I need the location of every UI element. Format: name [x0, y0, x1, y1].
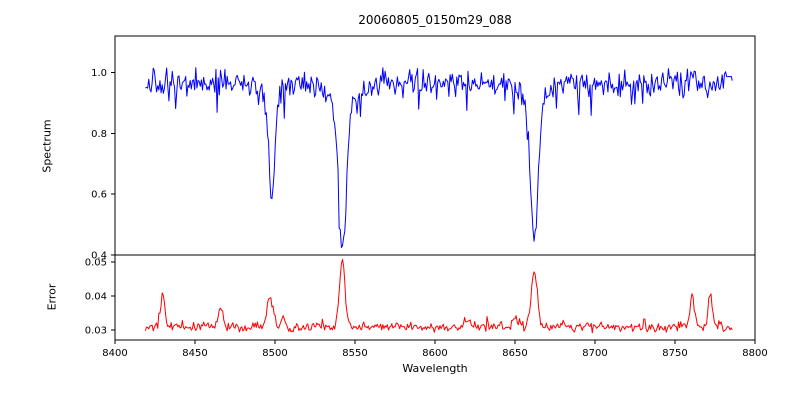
svg-text:8700: 8700 [582, 348, 607, 359]
svg-text:8600: 8600 [422, 348, 447, 359]
svg-text:1.0: 1.0 [91, 68, 107, 79]
x-tick-labels: 8400 8450 8500 8550 8600 8650 8700 8750 8800 [102, 348, 767, 359]
svg-text:8550: 8550 [342, 348, 367, 359]
svg-text:8400: 8400 [102, 348, 127, 359]
svg-text:8800: 8800 [742, 348, 767, 359]
svg-text:8450: 8450 [182, 348, 207, 359]
svg-text:0.05: 0.05 [85, 257, 107, 268]
spectrum-line [145, 67, 733, 248]
y-axis-label-spectrum: Spectrum [40, 119, 54, 173]
error-y-tick-labels: 0.03 0.04 0.05 [85, 257, 107, 336]
svg-text:0.4: 0.4 [91, 251, 107, 262]
svg-text:0.03: 0.03 [85, 325, 107, 336]
y-axis-label-error: Error [45, 283, 59, 311]
tick-marks [111, 72, 756, 344]
error-line [144, 258, 733, 334]
svg-text:8650: 8650 [502, 348, 527, 359]
svg-text:8750: 8750 [662, 348, 687, 359]
spectrum-y-tick-labels: 0.4 0.6 0.8 1.0 [91, 68, 107, 262]
chart-title: 20060805_0150m29_088 [358, 13, 512, 27]
svg-text:0.04: 0.04 [85, 291, 107, 302]
svg-text:0.8: 0.8 [91, 129, 107, 140]
svg-text:0.6: 0.6 [91, 190, 107, 201]
x-axis-label: Wavelength [402, 362, 468, 375]
svg-text:8500: 8500 [262, 348, 287, 359]
